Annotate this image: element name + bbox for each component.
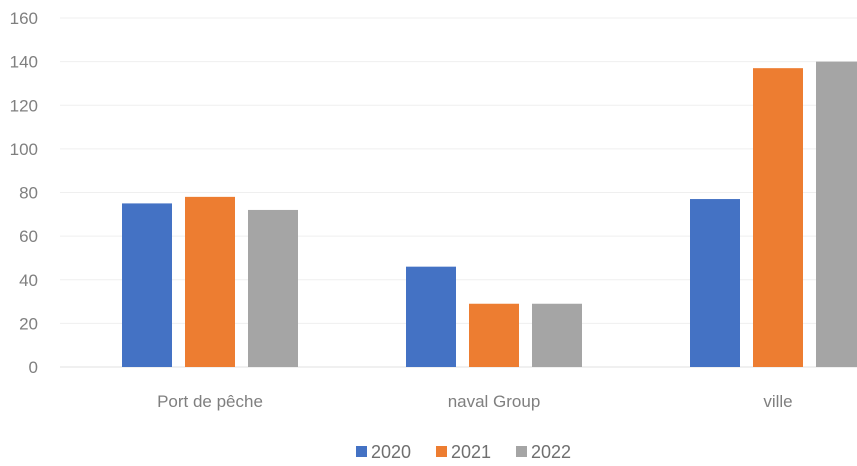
category-label: Port de pêche: [157, 392, 263, 411]
bar-2021-2: [469, 303, 519, 367]
y-tick-label: 120: [10, 96, 38, 115]
bar-2022-3: [816, 61, 857, 367]
legend-label-2021: 2021: [451, 442, 491, 462]
legend-swatch-2022: [516, 446, 527, 457]
y-tick-label: 100: [10, 140, 38, 159]
y-tick-label: 140: [10, 53, 38, 72]
x-axis-category-labels: Port de pêche naval Group ville: [157, 392, 793, 411]
bar-2022-1: [248, 209, 298, 367]
y-tick-label: 0: [29, 358, 38, 377]
category-label: ville: [763, 392, 792, 411]
category-label: naval Group: [448, 392, 541, 411]
bar-2020-1: [122, 203, 172, 367]
y-tick-label: 160: [10, 9, 38, 28]
legend-swatch-2021: [436, 446, 447, 457]
bar-2022-2: [532, 303, 582, 367]
bar-2021-3: [753, 68, 803, 367]
y-tick-label: 60: [19, 227, 38, 246]
bar-2021-1: [185, 196, 235, 367]
y-axis-tick-labels: 0 20 40 60 80 100 120 140 160: [10, 9, 38, 377]
legend-label-2020: 2020: [371, 442, 411, 462]
legend-label-2022: 2022: [531, 442, 571, 462]
bar-2020-3: [690, 199, 740, 367]
bar-2020-2: [406, 266, 456, 367]
legend: 2020 2021 2022: [356, 442, 571, 462]
y-tick-label: 20: [19, 314, 38, 333]
legend-swatch-2020: [356, 446, 367, 457]
bars: [122, 61, 857, 367]
y-tick-label: 40: [19, 271, 38, 290]
y-tick-label: 80: [19, 184, 38, 203]
